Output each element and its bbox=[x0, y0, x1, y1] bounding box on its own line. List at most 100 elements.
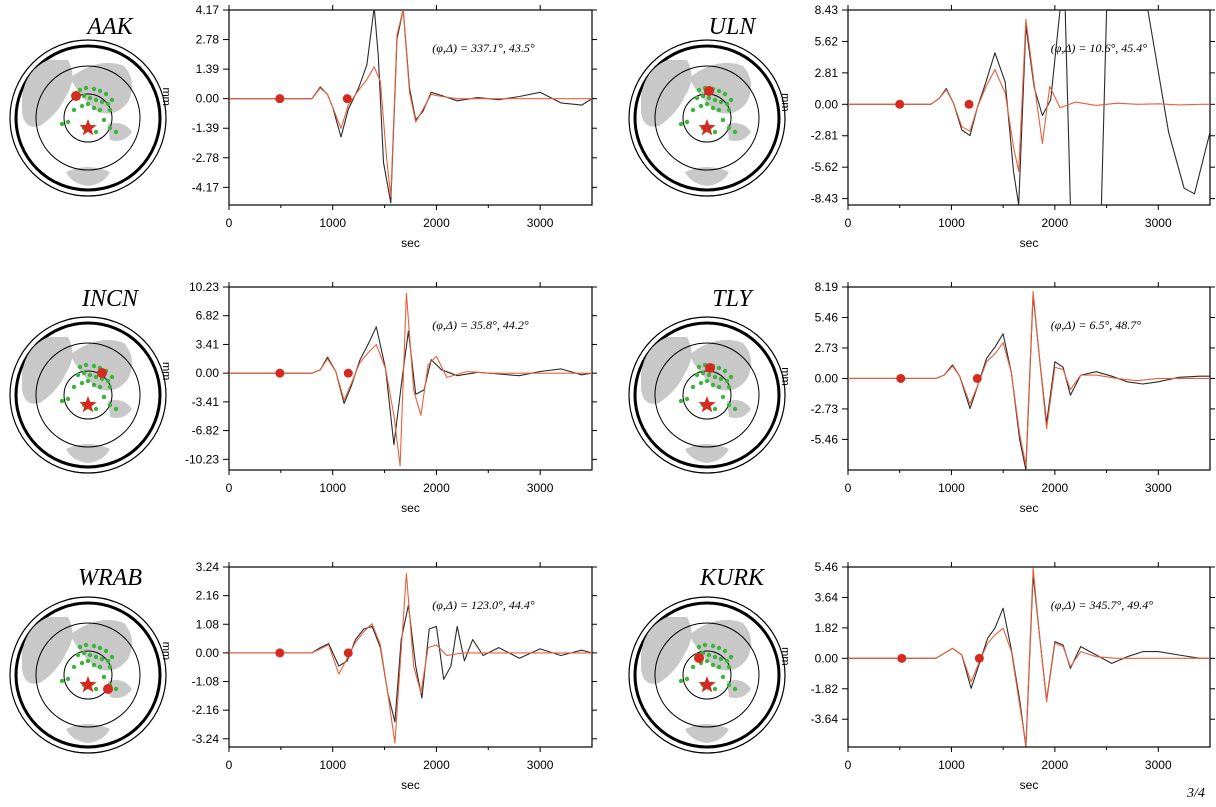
network-station-dot bbox=[83, 85, 89, 91]
network-station-dot bbox=[718, 376, 724, 382]
network-station-dot bbox=[91, 662, 97, 668]
phase-onset-marker bbox=[275, 94, 285, 104]
network-station-dot bbox=[726, 664, 732, 670]
trace-group bbox=[848, 10, 1210, 205]
network-station-dot bbox=[93, 374, 99, 380]
x-tick-label: 3000 bbox=[527, 758, 554, 772]
y-tick-label: 5.46 bbox=[815, 310, 839, 324]
network-station-dot bbox=[91, 105, 97, 111]
y-tick-label: 4.17 bbox=[196, 3, 220, 17]
x-axis-label: sec bbox=[1020, 501, 1039, 515]
land-mass bbox=[727, 123, 751, 141]
network-station-dot bbox=[722, 368, 728, 374]
phase-onset-marker bbox=[343, 368, 353, 378]
distance-ring bbox=[63, 370, 113, 420]
network-station-dot bbox=[694, 372, 700, 378]
azimuth-distance-annotation: (φ,Δ) = 337.1°, 43.5° bbox=[432, 41, 535, 55]
network-station-dot bbox=[706, 372, 712, 378]
network-station-dot bbox=[720, 394, 726, 400]
phase-onset-marker bbox=[896, 373, 906, 383]
x-tick-label: 2000 bbox=[1042, 216, 1069, 230]
network-station-dot bbox=[726, 384, 732, 390]
y-tick-label: 0.00 bbox=[196, 92, 220, 106]
network-station-dot bbox=[716, 664, 722, 670]
azimuth-distance-annotation: (φ,Δ) = 345.7°, 49.4° bbox=[1051, 598, 1154, 612]
land-mass bbox=[641, 617, 692, 684]
panel-incn: INCN 10.236.823.410.00-3.41-6.82-10.230 10… bbox=[9, 280, 597, 515]
network-station-dot bbox=[696, 644, 702, 650]
network-station-dot bbox=[678, 398, 684, 404]
y-unit-label: mm bbox=[779, 93, 791, 111]
y-tick-label: 3.41 bbox=[196, 337, 220, 351]
network-station-dot bbox=[107, 384, 113, 390]
y-tick-label: -1.82 bbox=[811, 682, 839, 696]
panel-kurk: KURK 5.46 3.64 1.82 0.00 -1.82 -3.64 0 1000 2000 3… bbox=[628, 560, 1215, 792]
y-tick-label: 6.82 bbox=[196, 309, 220, 323]
x-tick-label: 2000 bbox=[1042, 481, 1069, 495]
y-tick-label: 2.78 bbox=[196, 33, 220, 47]
station-location-marker bbox=[71, 91, 81, 101]
network-station-dot bbox=[93, 406, 99, 412]
network-station-dot bbox=[101, 117, 107, 123]
network-station-dot bbox=[684, 676, 690, 682]
network-station-dot bbox=[726, 402, 732, 408]
y-unit-label: mm bbox=[160, 362, 172, 380]
network-station-dot bbox=[93, 97, 99, 103]
x-tick-label: 1000 bbox=[319, 758, 346, 772]
y-tick-label: -3.64 bbox=[811, 712, 839, 726]
distance-ring bbox=[63, 93, 113, 143]
y-tick-label: -6.82 bbox=[192, 424, 220, 438]
phase-onset-marker bbox=[972, 373, 982, 383]
network-station-dot bbox=[101, 394, 107, 400]
network-station-dot bbox=[97, 664, 103, 670]
network-station-dot bbox=[704, 658, 710, 664]
network-station-dot bbox=[109, 374, 115, 380]
y-tick-label: -2.81 bbox=[811, 129, 839, 143]
land-mass bbox=[641, 337, 692, 404]
network-station-dot bbox=[99, 656, 105, 662]
phase-onset-marker bbox=[897, 653, 907, 663]
network-station-dot bbox=[97, 645, 103, 651]
network-station-dot bbox=[698, 380, 704, 386]
network-station-dot bbox=[113, 129, 119, 135]
network-station-dot bbox=[113, 406, 119, 412]
plot-frame bbox=[228, 566, 593, 748]
network-station-dot bbox=[716, 365, 722, 371]
phase-onset-marker bbox=[342, 94, 352, 104]
land-mass bbox=[689, 619, 752, 671]
waveform-plot: 8.43 5.62 2.81 0.00 -2.81 -5.62 -8.43 0 1000 2000… bbox=[779, 3, 1215, 250]
y-tick-label: -3.41 bbox=[192, 395, 220, 409]
y-tick-label: 0.00 bbox=[815, 97, 839, 111]
y-tick-label: 1.82 bbox=[815, 621, 839, 635]
network-station-dot bbox=[702, 642, 708, 648]
station-location-marker bbox=[705, 363, 715, 373]
network-station-dot bbox=[712, 654, 718, 660]
network-station-dot bbox=[81, 650, 87, 656]
network-station-dot bbox=[83, 642, 89, 648]
distance-ring bbox=[682, 650, 732, 700]
y-tick-label: -2.78 bbox=[192, 151, 220, 165]
network-station-dot bbox=[690, 664, 696, 670]
network-station-dot bbox=[91, 382, 97, 388]
network-station-dot bbox=[718, 656, 724, 662]
network-station-dot bbox=[83, 362, 89, 368]
network-station-dot bbox=[696, 87, 702, 93]
y-tick-label: -5.62 bbox=[811, 160, 839, 174]
y-tick-label: -8.43 bbox=[811, 192, 839, 206]
trace-group bbox=[229, 572, 592, 744]
epicenter-star-icon bbox=[698, 676, 716, 693]
network-station-dot bbox=[99, 99, 105, 105]
trace-group bbox=[229, 292, 592, 467]
x-tick-label: 0 bbox=[845, 758, 852, 772]
y-tick-label: 8.19 bbox=[815, 280, 839, 294]
map-outer-ring bbox=[9, 39, 167, 197]
network-station-dot bbox=[107, 107, 113, 113]
y-tick-label: 5.62 bbox=[815, 34, 839, 48]
y-tick-label: -2.16 bbox=[192, 703, 220, 717]
azimuth-distance-annotation: (φ,Δ) = 123.0°, 44.4° bbox=[432, 598, 535, 612]
network-station-dot bbox=[728, 97, 734, 103]
waveform-plot: 4.17 2.78 1.39 0.00 -1.39 -2.78 -4.17 0 1000 2000… bbox=[160, 3, 597, 250]
y-unit-label: mm bbox=[779, 367, 791, 385]
network-station-dot bbox=[105, 378, 111, 384]
distance-ring bbox=[35, 342, 141, 448]
